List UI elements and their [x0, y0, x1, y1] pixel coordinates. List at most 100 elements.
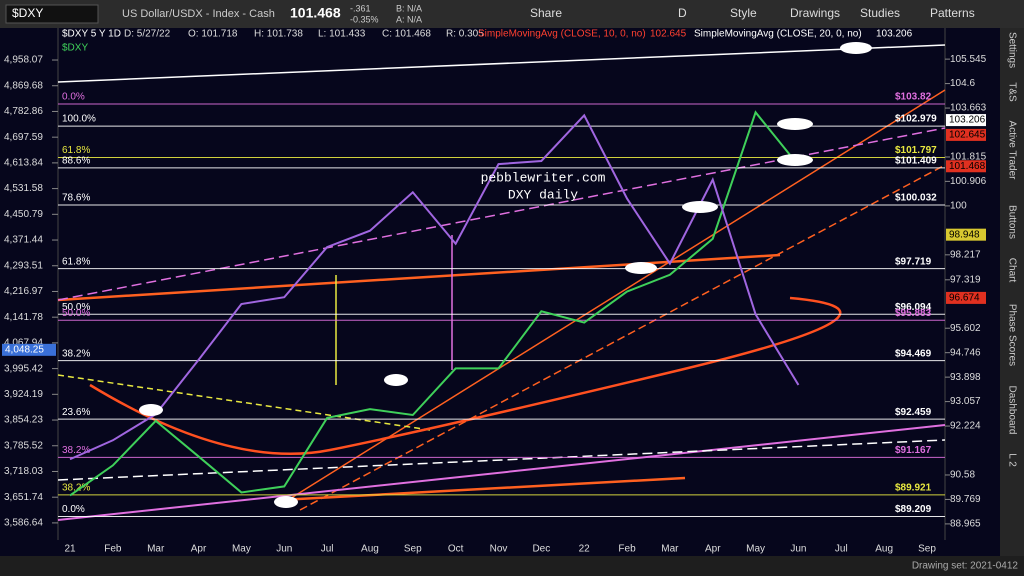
trend-line — [57, 44, 946, 83]
fib-label: 23.6% — [62, 407, 90, 418]
fib-price: $95.883 — [895, 308, 932, 319]
fib-price: $91.167 — [895, 445, 932, 456]
x-tick-label: Jul — [835, 544, 848, 555]
y-tick-label: 4,141.78 — [4, 312, 43, 323]
series-line — [69, 113, 800, 461]
x-tick-label: May — [746, 544, 765, 555]
marker — [777, 154, 813, 166]
fib-label: 38.2% — [62, 445, 90, 456]
price-badge — [2, 343, 56, 356]
marker — [384, 374, 408, 386]
toolbar-button[interactable]: Drawings — [790, 6, 840, 20]
side-tab[interactable]: Phase Scores — [1006, 304, 1017, 366]
price-badge-label: 101.468 — [949, 161, 986, 172]
toolbar-button[interactable]: D — [678, 6, 687, 20]
price-badge-label: 102.645 — [949, 130, 986, 141]
watermark: DXY daily — [508, 187, 578, 202]
price-badge — [946, 291, 986, 304]
fib-label: 61.8% — [62, 256, 90, 267]
trend-line — [279, 89, 946, 506]
status-text: Drawing set: 2021-0412 — [912, 561, 1019, 572]
x-tick-label: May — [232, 544, 251, 555]
marker — [840, 42, 872, 54]
y2-tick-label: 95.602 — [950, 323, 981, 334]
price-badge-label: 98.948 — [949, 229, 980, 240]
study2: SimpleMovingAvg (CLOSE, 20, 0, no) — [694, 29, 862, 40]
side-tab[interactable]: Dashboard — [1006, 386, 1017, 435]
side-tab[interactable]: L 2 — [1006, 453, 1017, 467]
price-badge-label: 96.674 — [949, 293, 980, 304]
y2-tick-label: 101.815 — [950, 152, 987, 163]
y-tick-label: 4,613.84 — [4, 158, 43, 169]
trend-line — [57, 424, 946, 521]
toolbar-button[interactable]: Studies — [860, 6, 900, 20]
side-tab[interactable]: Chart — [1006, 258, 1017, 283]
y2-tick-label: 100 — [950, 201, 967, 212]
last-price: 101.468 — [290, 5, 341, 21]
fib-label: 100.0% — [62, 114, 96, 125]
x-tick-label: 21 — [64, 544, 76, 555]
y-tick-label: 3,718.03 — [4, 466, 43, 477]
trend-line — [57, 253, 781, 302]
fib-price: $100.032 — [895, 193, 937, 204]
moving-average — [89, 296, 842, 456]
chart-area — [0, 28, 1000, 540]
price-badge — [946, 228, 986, 241]
fib-price: $94.469 — [895, 348, 932, 359]
fib-price: $96.094 — [895, 302, 932, 313]
fib-price: $102.979 — [895, 114, 937, 125]
price-badge — [946, 128, 986, 141]
y2-tick-label: 105.545 — [950, 54, 987, 65]
x-axis-area — [0, 540, 1000, 556]
toolbar-button[interactable]: Patterns — [930, 6, 975, 20]
fib-label: 88.6% — [62, 155, 90, 166]
header-high: H: 101.738 — [254, 29, 303, 40]
fib-label: 38.2% — [62, 348, 90, 359]
x-tick-label: Feb — [104, 544, 122, 555]
x-tick-label: Dec — [532, 544, 550, 555]
y2-tick-label: 94.746 — [950, 347, 981, 358]
side-tab[interactable]: Settings — [1006, 32, 1017, 68]
fib-price: $92.459 — [895, 407, 932, 418]
trend-line — [57, 374, 431, 431]
side-tab[interactable]: T&S — [1006, 82, 1017, 102]
y2-tick-label: 104.6 — [950, 78, 975, 89]
fib-price: $89.921 — [895, 482, 932, 493]
symbol-box[interactable] — [5, 4, 99, 24]
y-tick-label: 4,697.59 — [4, 132, 43, 143]
y2-tick-label: 89.769 — [950, 494, 981, 505]
price-badge — [946, 114, 986, 127]
y2-tick-label: 93.898 — [950, 372, 981, 383]
series-line — [69, 110, 800, 497]
y-tick-label: 4,869.68 — [4, 80, 43, 91]
y-tick-label: 3,586.64 — [4, 518, 43, 529]
header-symbol: $DXY 5 Y 1D — [62, 29, 121, 40]
y2-tick-label: 90.58 — [950, 470, 975, 481]
y-tick-label: 4,531.58 — [4, 183, 43, 194]
fib-label: 50.0% — [62, 308, 90, 319]
fib-price: $101.409 — [895, 155, 937, 166]
price-badge — [946, 160, 986, 173]
x-tick-label: Sep — [918, 544, 936, 555]
x-tick-label: Mar — [147, 544, 165, 555]
toolbar-button[interactable]: Share — [530, 6, 562, 20]
y2-tick-label: 93.057 — [950, 396, 981, 407]
x-tick-label: Sep — [404, 544, 422, 555]
x-tick-label: 22 — [579, 544, 591, 555]
x-tick-label: Feb — [618, 544, 636, 555]
fib-price: $97.719 — [895, 256, 932, 267]
study1: SimpleMovingAvg (CLOSE, 10, 0, no) — [478, 29, 646, 40]
y-tick-label: 3,924.19 — [4, 389, 43, 400]
price-badge-label: 4,048.25 — [5, 344, 44, 355]
side-tab[interactable]: Active Trader — [1006, 121, 1017, 181]
side-tab[interactable]: Buttons — [1006, 205, 1017, 239]
y-tick-label: 3,854.23 — [4, 415, 43, 426]
watermark: pebblewriter.com — [481, 170, 606, 185]
fib-label: 0.0% — [62, 504, 85, 515]
fib-label: 50.0% — [62, 302, 90, 313]
x-tick-label: Jul — [321, 544, 334, 555]
x-tick-label: Aug — [361, 544, 379, 555]
toolbar-button[interactable]: Style — [730, 6, 757, 20]
price-badge-label: 103.206 — [949, 115, 986, 126]
y2-tick-label: 100.906 — [950, 176, 987, 187]
